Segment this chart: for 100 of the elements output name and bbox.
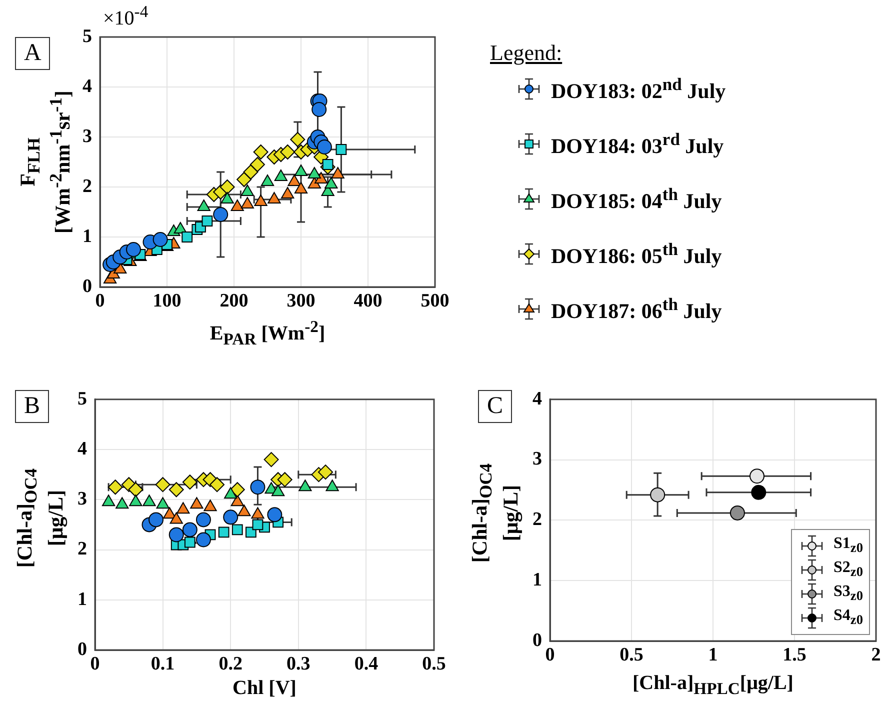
x-tick-label: 2 xyxy=(871,644,881,666)
point xyxy=(277,472,292,488)
y-tick-label: 0 xyxy=(532,630,542,651)
point xyxy=(267,507,282,522)
point xyxy=(152,232,168,247)
point xyxy=(184,536,196,548)
y-tick-label: 2 xyxy=(82,176,92,197)
point xyxy=(223,510,238,525)
point xyxy=(148,512,164,528)
point xyxy=(316,140,332,154)
point xyxy=(230,482,245,498)
point xyxy=(294,164,308,176)
point xyxy=(232,524,243,536)
point xyxy=(312,102,327,117)
point xyxy=(210,477,225,492)
chart-title: B xyxy=(15,390,50,423)
point xyxy=(220,192,234,204)
y-tick-label: 4 xyxy=(532,388,542,410)
point xyxy=(280,144,296,160)
text: ×10$^{-4}$ xyxy=(103,2,148,31)
point xyxy=(196,512,211,528)
point xyxy=(213,207,228,222)
x-tick-label: 0.4 xyxy=(354,653,379,674)
legend-label: S4$_{z0}$ xyxy=(834,607,863,629)
legend-title: Legend: xyxy=(490,40,564,66)
point xyxy=(751,484,766,500)
y-tick-label: 3 xyxy=(532,448,542,470)
x-tick-label: 200 xyxy=(220,290,248,312)
point xyxy=(128,482,144,498)
y-tick-label: 4 xyxy=(82,76,92,97)
point xyxy=(324,177,338,188)
point xyxy=(650,487,666,502)
point xyxy=(314,172,328,184)
legend-label: S1$_{z0}$ xyxy=(834,535,863,557)
point xyxy=(155,477,170,492)
legend-label: DOY184: 03$^{rd}$ July xyxy=(551,129,724,159)
point xyxy=(253,144,268,160)
chart-title: C xyxy=(478,390,512,423)
y-tick-label: 0 xyxy=(82,276,92,297)
point xyxy=(202,216,213,226)
x-tick-label: 300 xyxy=(286,290,316,312)
point xyxy=(288,174,301,186)
point xyxy=(168,527,184,542)
point xyxy=(168,482,184,498)
point xyxy=(331,167,344,178)
point xyxy=(240,184,254,196)
x-tick-label: 0.2 xyxy=(218,653,242,674)
y-tick-label: 1 xyxy=(78,588,87,610)
point xyxy=(250,157,265,172)
point xyxy=(182,474,198,490)
y-tick-label: 2 xyxy=(78,538,87,560)
chart-title: A xyxy=(15,37,50,70)
point xyxy=(250,480,266,495)
point xyxy=(230,200,244,211)
point xyxy=(220,180,235,194)
x-tick-label: 0.3 xyxy=(286,653,310,674)
point xyxy=(108,480,123,495)
point xyxy=(236,172,252,187)
point xyxy=(126,242,141,257)
point xyxy=(274,170,288,181)
x-tick-label: 500 xyxy=(420,290,450,312)
legend-label: DOY187: 06$^{th}$ July xyxy=(551,294,722,324)
x-tick-label: 0.1 xyxy=(150,653,175,674)
x-axis-title: E$_{PAR}$ [Wm$^{-2}$] xyxy=(210,317,326,350)
point xyxy=(254,194,268,206)
x-tick-label: 400 xyxy=(354,290,382,312)
point xyxy=(322,159,334,170)
y-tick-label: 5 xyxy=(82,26,92,47)
x-axis-title: [Chl-a]$_{HPLC}$[μg/L] xyxy=(632,671,794,700)
y-tick-label: 1 xyxy=(532,570,542,591)
x-tick-label: 0.5 xyxy=(620,644,644,666)
x-axis-title: Chl [V] xyxy=(232,676,296,701)
y-tick-label: 2 xyxy=(532,509,542,530)
y-tick-label: 3 xyxy=(82,126,92,147)
point xyxy=(268,192,281,204)
x-tick-label: 100 xyxy=(152,290,182,312)
point xyxy=(308,167,321,178)
y-tick-label: 5 xyxy=(78,388,87,410)
point xyxy=(260,174,274,186)
y-tick-label: 1 xyxy=(82,226,92,247)
point xyxy=(336,144,347,155)
point xyxy=(252,519,264,530)
point xyxy=(197,200,210,211)
legend-label: DOY185: 04$^{th}$ July xyxy=(551,184,722,214)
point xyxy=(264,452,279,468)
point xyxy=(730,505,745,520)
point xyxy=(240,197,254,208)
point xyxy=(218,526,230,538)
point xyxy=(294,182,308,194)
legend-label: DOY186: 05$^{th}$ July xyxy=(551,239,722,269)
point xyxy=(281,187,294,198)
x-tick-label: 0.5 xyxy=(422,653,446,674)
legend-label: DOY183: 02$^{nd}$ July xyxy=(551,74,726,104)
x-tick-label: 1.5 xyxy=(782,644,806,666)
x-tick-label: 1 xyxy=(708,644,718,666)
legend-label: S2$_{z0}$ xyxy=(834,559,863,581)
y-tick-label: 4 xyxy=(78,438,88,460)
point xyxy=(182,522,198,538)
point xyxy=(182,232,193,242)
point xyxy=(750,468,765,484)
